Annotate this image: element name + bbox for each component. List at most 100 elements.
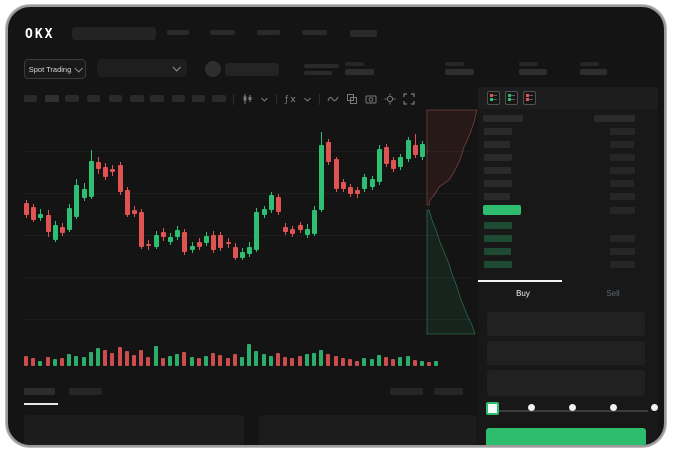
candle-body	[139, 212, 144, 247]
book-bids-icon[interactable]	[505, 91, 518, 105]
coin-avatar[interactable]	[205, 61, 221, 77]
candle-body	[298, 225, 303, 230]
ask-row-price[interactable]	[484, 193, 510, 200]
order-price-field[interactable]	[487, 312, 645, 336]
ask-row-amount	[610, 193, 635, 200]
timeframe-button[interactable]	[150, 95, 164, 102]
candle-body	[355, 190, 360, 194]
okx-logo: OKX	[25, 27, 55, 42]
toolbar-divider	[276, 93, 277, 105]
amount-slider-track[interactable]	[490, 410, 648, 412]
nav-item-skeleton[interactable]	[350, 30, 377, 37]
volume-bar	[377, 355, 381, 366]
slider-stop-dot[interactable]	[651, 404, 658, 411]
price-sub-skeleton	[304, 71, 332, 75]
ask-row-price[interactable]	[484, 141, 510, 148]
candle-body	[24, 203, 29, 215]
indicators-icon[interactable]: ƒ	[284, 93, 296, 105]
chevron-down-icon[interactable]	[260, 95, 269, 104]
candle-body	[168, 237, 173, 242]
last-price-badge[interactable]	[483, 205, 521, 215]
search-input[interactable]	[72, 27, 156, 40]
pair-selector-dropdown[interactable]	[97, 59, 187, 77]
candle-body	[60, 227, 65, 233]
timeframe-button[interactable]	[65, 95, 79, 102]
bottom-tab-active-skeleton[interactable]	[24, 388, 55, 395]
volume-bar	[175, 354, 179, 366]
volume-bar	[348, 359, 352, 366]
volume-bar	[103, 350, 107, 366]
slider-stop-dot[interactable]	[528, 404, 535, 411]
stat-value-skeleton	[519, 69, 547, 75]
timeframe-button[interactable]	[212, 95, 226, 102]
compare-layers-icon[interactable]	[346, 93, 358, 105]
bid-row-price[interactable]	[484, 261, 512, 268]
volume-bar	[341, 358, 345, 366]
candle-body	[233, 247, 238, 258]
market-type-dropdown[interactable]: Spot Trading	[24, 59, 86, 79]
bottom-tab-skeleton[interactable]	[390, 388, 423, 395]
nav-item-skeleton[interactable]	[257, 30, 280, 35]
volume-bar	[53, 359, 57, 366]
candle-body	[370, 179, 375, 187]
volume-bar	[204, 356, 208, 366]
volume-bar	[31, 358, 35, 366]
volume-bar	[190, 357, 194, 366]
timeframe-button[interactable]	[24, 95, 37, 102]
timeframe-button[interactable]	[172, 95, 185, 102]
volume-bar	[420, 361, 424, 366]
candle-body	[31, 207, 36, 220]
candle-body	[305, 229, 310, 235]
chevron-down-icon[interactable]	[303, 95, 312, 104]
volume-bar	[96, 348, 100, 366]
tab-sell[interactable]: Sell	[606, 288, 620, 298]
bid-row-price[interactable]	[484, 222, 512, 229]
volume-bar	[326, 354, 330, 366]
bid-row-amount	[610, 261, 635, 268]
bid-row-price[interactable]	[484, 248, 511, 255]
timeframe-button[interactable]	[45, 95, 59, 102]
ask-row-price[interactable]	[484, 180, 512, 187]
ask-row-price[interactable]	[484, 154, 512, 161]
timeframe-button[interactable]	[192, 95, 205, 102]
volume-bar	[226, 358, 230, 366]
slider-stop-dot[interactable]	[610, 404, 617, 411]
candle-body	[103, 167, 108, 177]
stat-value-skeleton	[345, 69, 374, 75]
candle-body	[384, 147, 389, 164]
candle-style-icon[interactable]	[241, 93, 253, 105]
order-total-field[interactable]	[487, 370, 645, 396]
slider-handle[interactable]	[486, 402, 499, 415]
slider-stop-dot[interactable]	[569, 404, 576, 411]
order-amount-field[interactable]	[487, 341, 645, 365]
nav-item-skeleton[interactable]	[210, 30, 235, 35]
candle-body	[38, 214, 43, 218]
line-chart-icon[interactable]	[327, 93, 339, 105]
ask-row-price[interactable]	[484, 167, 511, 174]
bottom-tab-skeleton[interactable]	[434, 388, 463, 395]
bid-row-price[interactable]	[484, 235, 512, 242]
tablet-frame: OKX Spot Trading	[6, 5, 666, 447]
nav-item-skeleton[interactable]	[167, 30, 189, 35]
ask-row-price[interactable]	[484, 128, 512, 135]
bottom-tab-skeleton[interactable]	[69, 388, 102, 395]
candle-body	[218, 235, 223, 248]
volume-bar	[370, 359, 374, 366]
candle-body	[125, 190, 130, 215]
timeframe-button[interactable]	[87, 95, 100, 102]
buy-submit-button[interactable]	[486, 428, 646, 445]
stat-value-skeleton	[580, 69, 607, 75]
tab-buy[interactable]: Buy	[516, 288, 530, 298]
volume-bar	[211, 353, 215, 366]
timeframe-button[interactable]	[130, 95, 144, 102]
book-asks-icon[interactable]	[523, 91, 536, 105]
fullscreen-expand-icon[interactable]	[403, 93, 415, 105]
volume-bar	[283, 357, 287, 366]
candle-body	[341, 182, 346, 189]
timeframe-button[interactable]	[109, 95, 122, 102]
nav-item-skeleton[interactable]	[302, 30, 327, 35]
candle-body	[262, 209, 267, 215]
camera-snapshot-icon[interactable]	[365, 93, 377, 105]
book-both-icon[interactable]	[487, 91, 500, 105]
settings-gear-icon[interactable]	[384, 93, 396, 105]
